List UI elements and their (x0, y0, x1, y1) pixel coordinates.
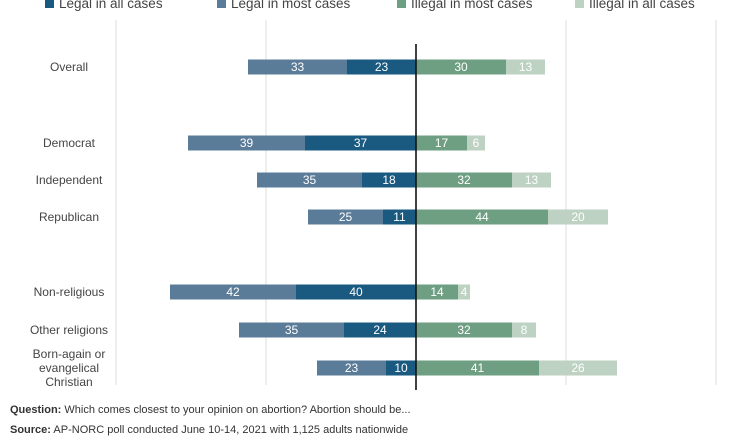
bar-democrat-illegal-in-all-cases (467, 135, 485, 151)
data-label: 25 (339, 210, 353, 224)
data-label: 35 (285, 323, 299, 337)
data-label: 42 (226, 285, 240, 299)
legend-item-illegal-in-most-cases: Illegal in most cases (397, 0, 533, 11)
legend-item-legal-in-most-cases: Legal in most cases (217, 0, 350, 11)
chart-footer: Question: Which comes closest to your op… (10, 400, 411, 440)
bar-independent-illegal-in-most-cases (416, 172, 512, 188)
data-label: 39 (240, 136, 254, 150)
bar-non-religious-illegal-in-all-cases (458, 284, 470, 300)
question-text: Which comes closest to your opinion on a… (64, 404, 411, 416)
legend-label: Legal in most cases (231, 0, 351, 11)
data-label: 17 (435, 136, 449, 150)
bar-born-again-or-evangelical-christian-illegal-in-most-cases (416, 360, 539, 376)
data-label: 11 (393, 210, 406, 224)
data-label: 14 (430, 285, 444, 299)
legend-label: Illegal in all cases (589, 0, 695, 11)
data-label: 23 (375, 60, 389, 74)
legend-swatch (397, 0, 406, 8)
legend-label: Legal in all cases (59, 0, 163, 11)
legend-item-illegal-in-all-cases: Illegal in all cases (575, 0, 695, 11)
bar-democrat-illegal-in-most-cases (416, 135, 467, 151)
data-label: 4 (461, 285, 468, 299)
data-label: 26 (571, 361, 585, 375)
data-label: 33 (291, 60, 305, 74)
category-label-democrat: Democrat (43, 136, 96, 150)
data-label: 18 (382, 173, 396, 187)
category-label-born-again-or-evangelical-christian: Born-again or evangelical Christian (33, 347, 106, 389)
bar-independent-illegal-in-all-cases (512, 172, 551, 188)
bar-republican-legal-in-all-cases (383, 209, 416, 225)
data-label: 24 (373, 323, 387, 337)
data-label: 44 (475, 210, 489, 224)
bar-born-again-or-evangelical-christian-illegal-in-all-cases (539, 360, 617, 376)
data-label: 20 (571, 210, 585, 224)
bar-overall-legal-in-all-cases (347, 59, 416, 75)
data-label: 8 (521, 323, 528, 337)
data-label: 37 (354, 136, 368, 150)
data-label: 13 (525, 173, 539, 187)
bar-born-again-or-evangelical-christian-legal-in-all-cases (386, 360, 416, 376)
category-label-other-religions: Other religions (30, 323, 108, 337)
chart-legend: Legal in all cases Legal in most cases Ill… (0, 0, 747, 14)
bar-overall-illegal-in-most-cases (416, 59, 506, 75)
data-label: 32 (457, 173, 471, 187)
data-label: 6 (473, 136, 480, 150)
diverging-bar-chart: 23 33 30 13 Overall 37 39 17 6 Democrat 18 35 32 13 In… (30, 20, 717, 390)
bar-born-again-or-evangelical-christian-legal-in-most-cases (317, 360, 386, 376)
source-note: Source: AP-NORC poll conducted June 10-1… (10, 420, 411, 440)
bar-independent-legal-in-all-cases (362, 172, 416, 188)
bar-other-religions-legal-in-all-cases (344, 322, 416, 338)
bar-overall-legal-in-most-cases (248, 59, 347, 75)
category-label-independent: Independent (36, 173, 103, 187)
data-label: 40 (349, 285, 363, 299)
data-label: 30 (454, 60, 468, 74)
bar-democrat-legal-in-all-cases (305, 135, 416, 151)
bar-other-religions-illegal-in-all-cases (512, 322, 536, 338)
data-label: 10 (394, 361, 408, 375)
data-label: 32 (457, 323, 471, 337)
legend-swatch (217, 0, 226, 8)
data-label: 41 (471, 361, 485, 375)
legend-swatch (575, 0, 584, 8)
bar-non-religious-illegal-in-most-cases (416, 284, 458, 300)
data-label: 13 (519, 60, 533, 74)
category-label-republican: Republican (39, 210, 99, 224)
bar-non-religious-legal-in-most-cases (170, 284, 296, 300)
bar-republican-illegal-in-most-cases (416, 209, 548, 225)
data-label: 35 (303, 173, 317, 187)
question-label: Question: (10, 404, 62, 416)
bar-other-religions-legal-in-most-cases (239, 322, 344, 338)
bar-republican-illegal-in-all-cases (548, 209, 608, 225)
bar-republican-legal-in-most-cases (308, 209, 383, 225)
bar-democrat-legal-in-most-cases (188, 135, 305, 151)
legend-item-legal-in-all-cases: Legal in all cases (45, 0, 163, 11)
category-label-overall: Overall (50, 60, 88, 74)
data-label: 23 (345, 361, 359, 375)
bar-overall-illegal-in-all-cases (506, 59, 545, 75)
category-label-non-religious: Non-religious (34, 285, 105, 299)
bar-other-religions-illegal-in-most-cases (416, 322, 512, 338)
question-note: Question: Which comes closest to your op… (10, 400, 411, 420)
legend-swatch (45, 0, 54, 8)
bar-non-religious-legal-in-all-cases (296, 284, 416, 300)
bar-independent-legal-in-most-cases (257, 172, 362, 188)
legend-label: Illegal in most cases (411, 0, 533, 11)
